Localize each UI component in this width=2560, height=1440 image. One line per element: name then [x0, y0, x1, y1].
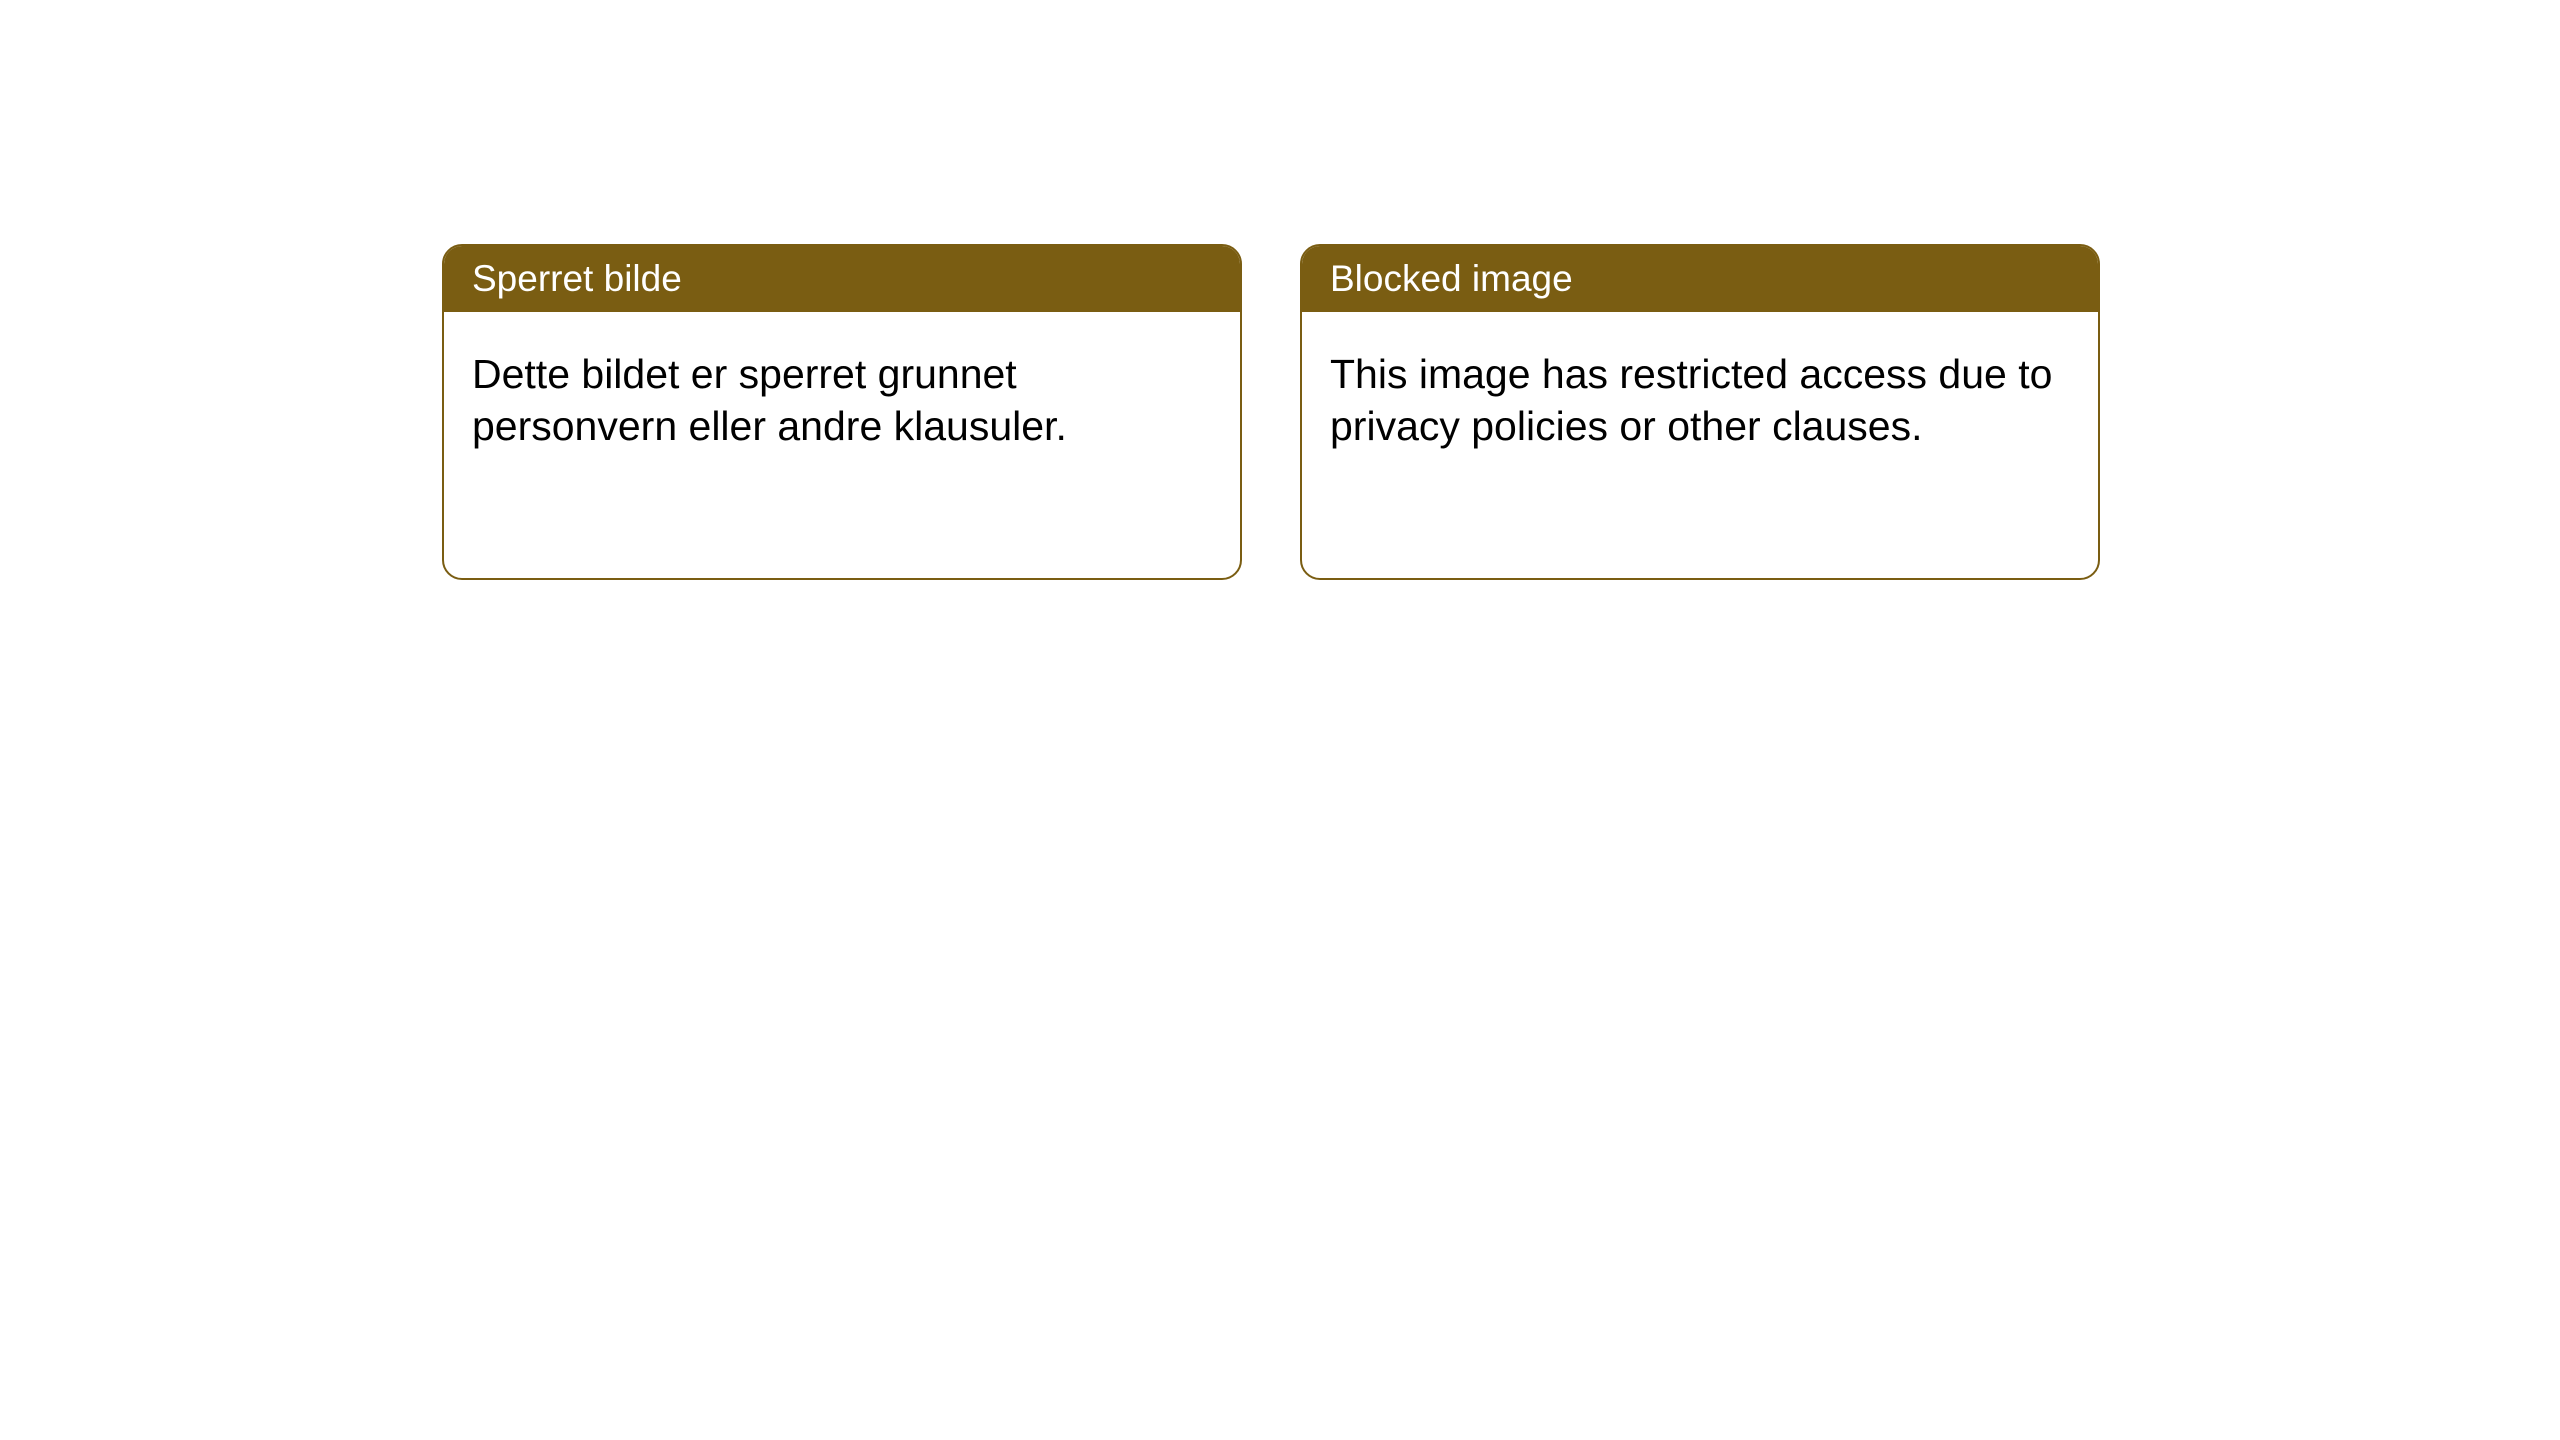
- notice-header-norwegian: Sperret bilde: [444, 246, 1240, 312]
- notice-card-norwegian: Sperret bilde Dette bildet er sperret gr…: [442, 244, 1242, 580]
- notice-body-english: This image has restricted access due to …: [1302, 312, 2098, 489]
- notice-header-english: Blocked image: [1302, 246, 2098, 312]
- notice-body-norwegian: Dette bildet er sperret grunnet personve…: [444, 312, 1240, 489]
- notice-container: Sperret bilde Dette bildet er sperret gr…: [442, 244, 2100, 580]
- notice-card-english: Blocked image This image has restricted …: [1300, 244, 2100, 580]
